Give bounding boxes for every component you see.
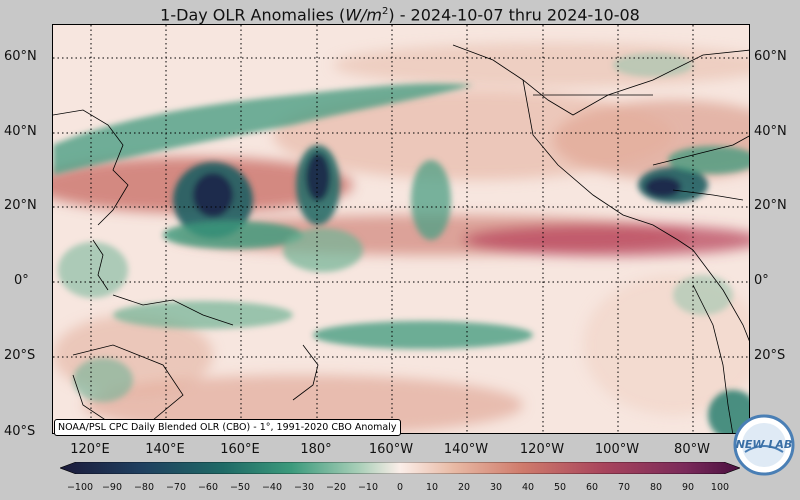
data-source-note: NOAA/PSL CPC Daily Blended OLR (CBO) - 1… — [54, 419, 401, 436]
lon-label-180: 180° — [300, 442, 332, 457]
colorbar-tick-label: 40 — [521, 482, 535, 493]
colorbar-tick-label: 60 — [585, 482, 599, 493]
colorbar-tick-label: 10 — [425, 482, 439, 493]
map-title: 1-Day OLR Anomalies (W/m2) - 2024-10-07 … — [160, 5, 640, 25]
noaa-psl-logo-icon: NEW LAB — [733, 414, 795, 476]
colorbar-tick-label: 20 — [457, 482, 471, 493]
colorbar-tick-label: 90 — [681, 482, 695, 493]
colorbar-tick-label: −30 — [293, 482, 315, 493]
colorbar-tick-label: −10 — [357, 482, 379, 493]
lon-label-120e: 120°E — [70, 442, 110, 457]
lon-label-160w: 160°W — [368, 442, 414, 457]
map-canvas — [53, 25, 749, 433]
colorbar-tick-label: 80 — [649, 482, 663, 493]
lat-label-40n-left: 40°N — [4, 124, 37, 139]
lon-label-100w: 100°W — [594, 442, 640, 457]
colorbar-tick-label: −20 — [325, 482, 347, 493]
olr-anomaly-map — [52, 24, 750, 434]
colorbar-tick-label: −80 — [133, 482, 155, 493]
lat-label-20s-left: 20°S — [4, 348, 36, 363]
lat-label-20n-right: 20°N — [754, 198, 787, 213]
colorbar — [60, 462, 740, 474]
lat-label-eq-right: 0° — [754, 273, 769, 288]
colorbar-tick-label: −90 — [101, 482, 123, 493]
colorbar-tick-label: 0 — [396, 482, 404, 493]
lon-label-120w: 120°W — [519, 442, 565, 457]
colorbar-tick-label: −40 — [261, 482, 283, 493]
coastlines — [53, 44, 749, 433]
lat-label-40s-left: 40°S — [4, 424, 36, 439]
lon-label-160e: 160°E — [220, 442, 260, 457]
lon-label-80w: 80°W — [674, 442, 710, 457]
colorbar-tick-label: 30 — [489, 482, 503, 493]
logo-text: NEW LAB — [736, 438, 793, 451]
colorbar-tick-label: 100 — [710, 482, 730, 493]
colorbar-tick-label: −100 — [66, 482, 94, 493]
negative-anomaly-field — [53, 53, 749, 433]
colorbar-tick-label: −70 — [165, 482, 187, 493]
colorbar-tick-label: 70 — [617, 482, 631, 493]
graticule — [53, 25, 749, 433]
colorbar-tick-label: 50 — [553, 482, 567, 493]
lat-label-20n-left: 20°N — [4, 198, 37, 213]
lon-label-140w: 140°W — [443, 442, 489, 457]
colorbar-tick-label: −50 — [229, 482, 251, 493]
lat-label-40n-right: 40°N — [754, 124, 787, 139]
lat-label-eq-left: 0° — [14, 273, 29, 288]
lat-label-60n-right: 60°N — [754, 49, 787, 64]
lon-label-140e: 140°E — [145, 442, 185, 457]
positive-anomaly-field — [53, 43, 749, 433]
colorbar-tick-label: −60 — [197, 482, 219, 493]
lat-label-60n-left: 60°N — [4, 49, 37, 64]
lat-label-20s-right: 20°S — [754, 348, 786, 363]
